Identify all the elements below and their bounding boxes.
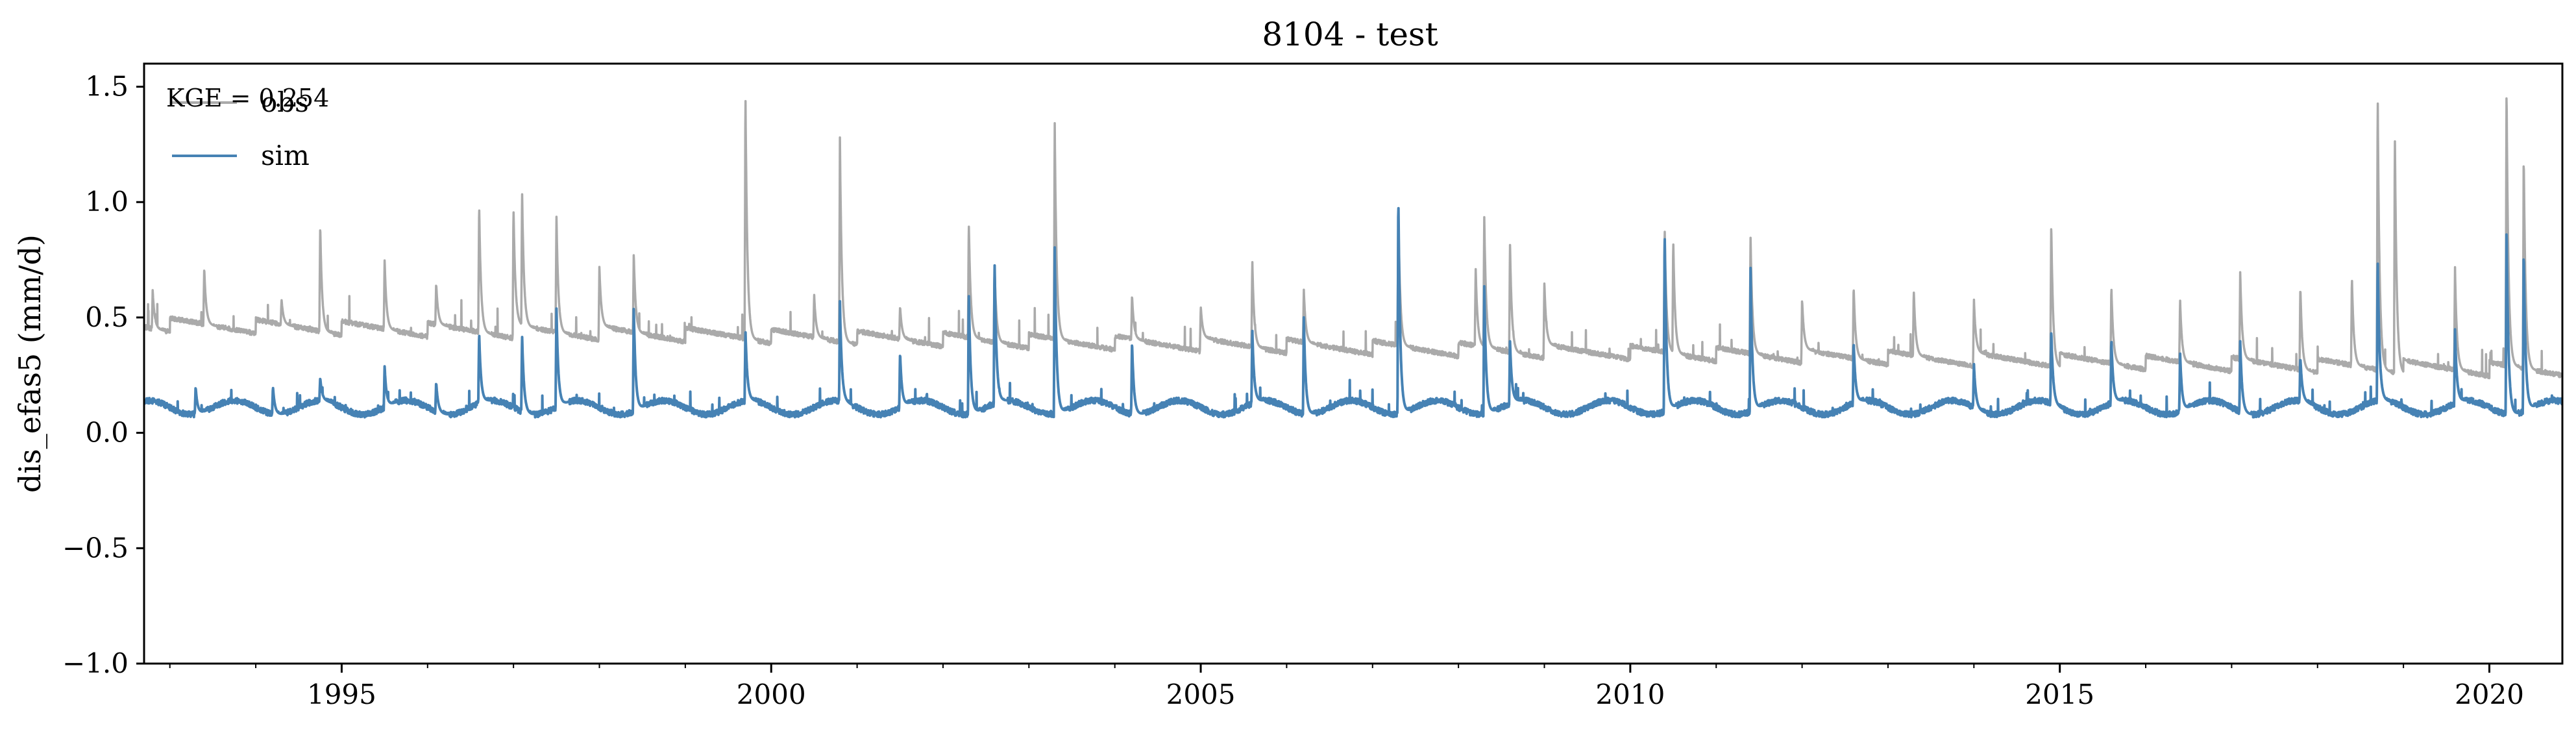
y-tick-label: 0.5	[85, 301, 129, 333]
series-line-sim	[144, 206, 2562, 419]
x-tick-label: 2020	[2455, 679, 2524, 710]
legend: obs sim KGE = 0.254	[166, 84, 329, 171]
y-tick-label: −0.5	[62, 532, 129, 564]
kge-annotation: KGE = 0.254	[166, 84, 329, 112]
x-tick-label: 2005	[1166, 679, 1236, 710]
legend-label-sim: sim	[261, 140, 310, 171]
x-tick-label: 2010	[1595, 679, 1665, 710]
series-line-obs	[144, 97, 2562, 380]
plot-area	[144, 97, 2562, 419]
y-tick-label: 0.0	[85, 417, 129, 449]
y-tick-label: −1.0	[62, 647, 129, 679]
chart-title: 8104 - test	[1262, 16, 1438, 53]
x-tick-label: 2000	[737, 679, 806, 710]
plot-frame	[143, 62, 2564, 665]
x-tick-label: 2015	[2025, 679, 2094, 710]
y-tick-label: 1.5	[85, 71, 129, 103]
y-tick-label: 1.0	[85, 186, 129, 218]
legend-label-obs: obs	[261, 86, 309, 118]
y-axis-title: dis_efas5 (mm/d)	[12, 234, 47, 493]
axes: −1.0 −0.5 0.0 0.5 1.0 1.5 1995 2000 2005 2010 2015…	[62, 62, 2564, 710]
x-tick-label: 1995	[307, 679, 376, 710]
